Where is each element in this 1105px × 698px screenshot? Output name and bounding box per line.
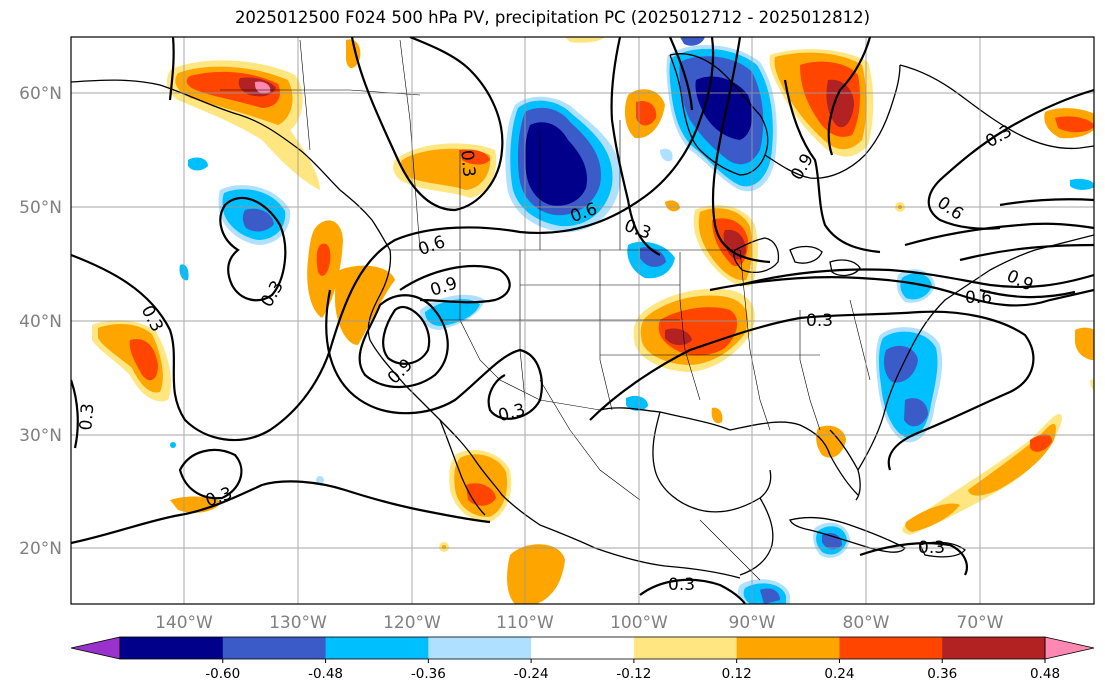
colorbar-bin [428, 637, 532, 659]
map-frame [70, 36, 1095, 605]
colorbar-extend-low [70, 636, 121, 660]
contour-label-west-edge: 0.3 [76, 403, 98, 432]
lon-label-110: 110°W [496, 613, 554, 633]
pv-contours [71, 37, 1094, 604]
colorbar-tick-label: 0.24 [824, 666, 854, 682]
colorbar-tick-label: -0.36 [411, 666, 446, 682]
contour-label-newengland: 0.6 [965, 288, 992, 308]
colorbar: -0.60 -0.48 -0.36 -0.24 -0.12 0.12 0.24 0.36 0.4… [70, 636, 1095, 682]
colorbar-tick-label: -0.48 [308, 666, 343, 682]
contour-label-caribbean: 0.3 [918, 538, 945, 558]
colorbar-tick-label: 0.12 [722, 666, 752, 682]
lon-label-130: 130°W [269, 613, 327, 633]
lat-label-20: 20°N [19, 539, 62, 559]
lon-label-120: 120°W [383, 613, 441, 633]
lon-label-90: 90°W [729, 613, 776, 633]
lat-label-50: 50°N [19, 198, 62, 218]
lat-label-30: 30°N [19, 426, 62, 446]
gridlines [71, 37, 1094, 604]
contour-label-westcanada: 0.3 [456, 149, 478, 178]
colorbar-outline [119, 636, 1046, 660]
colorbar-bin [120, 637, 224, 659]
lon-label-80: 80°W [843, 613, 890, 633]
contour-label-ohio: 0.3 [806, 311, 833, 331]
contour-label-mexico-south: 0.3 [668, 575, 695, 595]
colorbar-bin [222, 637, 327, 659]
colorbar-bin [942, 637, 1046, 659]
lon-label-70: 70°W [957, 613, 1004, 633]
longitude-axis: 140°W 130°W 120°W 110°W 100°W 90°W 80°W … [155, 613, 1004, 633]
lat-label-40: 40°N [19, 312, 62, 332]
colorbar-tick-label: -0.12 [616, 666, 651, 682]
lat-label-60: 60°N [19, 84, 62, 104]
colorbar-tick-label: -0.24 [514, 666, 549, 682]
chart-title: 2025012500 F024 500 hPa PV, precipitatio… [234, 8, 871, 27]
latitude-axis: 60°N 50°N 40°N 30°N 20°N [19, 84, 62, 559]
lon-label-100: 100°W [610, 613, 668, 633]
colorbar-bin [839, 637, 943, 659]
lon-label-140: 140°W [155, 613, 213, 633]
colorbar-extend-high [1044, 636, 1095, 660]
colorbar-tick-label: 0.48 [1030, 666, 1060, 682]
colorbar-tick-label: 0.36 [927, 666, 957, 682]
colorbar-bin [633, 637, 738, 659]
colorbar-tick-label: -0.60 [205, 666, 240, 682]
colorbar-bin [736, 637, 840, 659]
colorbar-bin [531, 637, 635, 659]
colorbar-bin [325, 637, 429, 659]
negative-precip-shading [170, 37, 1094, 604]
